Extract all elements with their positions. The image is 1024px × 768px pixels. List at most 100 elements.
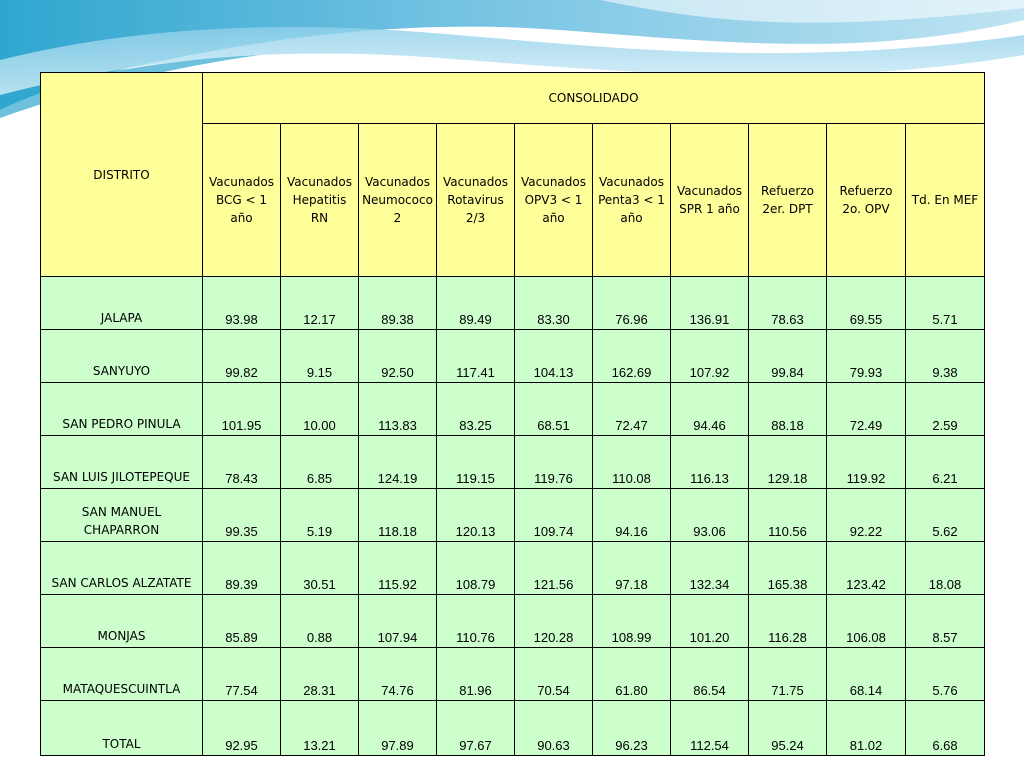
column-header: Vacunados OPV3 < 1 año (514, 123, 593, 277)
district-name-cell: MATAQUESCUINTLA (40, 647, 203, 701)
value-cell: 86.54 (670, 647, 749, 701)
value-cell: 108.79 (436, 541, 515, 595)
value-cell: 8.57 (904, 594, 986, 648)
value-cell: 107.94 (358, 594, 437, 648)
district-name-cell: SAN CARLOS ALZATATE (40, 541, 203, 595)
value-cell: 99.84 (748, 329, 827, 383)
value-cell: 107.92 (670, 329, 749, 383)
value-cell: 121.56 (514, 541, 593, 595)
district-name-cell: JALAPA (40, 276, 203, 330)
table-row: SANYUYO 99.82 9.15 92.50 117.41 104.13 162.69 1… (40, 329, 986, 383)
value-cell: 96.23 (592, 700, 671, 756)
value-cell: 109.74 (514, 488, 593, 542)
value-cell: 108.99 (592, 594, 671, 648)
value-cell: 68.14 (826, 647, 906, 701)
column-header: Refuerzo 2er. DPT (748, 123, 827, 277)
district-name-cell: TOTAL (40, 700, 203, 756)
table-body: JALAPA 93.98 12.17 89.38 89.49 83.30 76.96 136.… (40, 276, 986, 756)
value-cell: 104.13 (514, 329, 593, 383)
value-cell: 30.51 (280, 541, 359, 595)
value-cell: 69.55 (826, 276, 906, 330)
column-header: Vacunados Penta3 < 1 año (592, 123, 671, 277)
value-cell: 90.63 (514, 700, 593, 756)
value-cell: 9.38 (904, 329, 986, 383)
value-cell: 93.06 (670, 488, 749, 542)
value-cell: 162.69 (592, 329, 671, 383)
value-cell: 106.08 (826, 594, 906, 648)
value-cell: 13.21 (280, 700, 359, 756)
value-cell: 6.85 (280, 435, 359, 489)
value-cell: 72.47 (592, 382, 671, 436)
value-cell: 83.30 (514, 276, 593, 330)
value-cell: 74.76 (358, 647, 437, 701)
value-cell: 12.17 (280, 276, 359, 330)
value-cell: 120.13 (436, 488, 515, 542)
value-cell: 70.54 (514, 647, 593, 701)
value-cell: 79.93 (826, 329, 906, 383)
value-cell: 61.80 (592, 647, 671, 701)
value-cell: 117.41 (436, 329, 515, 383)
value-cell: 101.20 (670, 594, 749, 648)
value-cell: 5.62 (904, 488, 986, 542)
district-name-cell: MONJAS (40, 594, 203, 648)
value-cell: 136.91 (670, 276, 749, 330)
value-cell: 115.92 (358, 541, 437, 595)
value-cell: 119.15 (436, 435, 515, 489)
value-cell: 132.34 (670, 541, 749, 595)
value-cell: 0.88 (280, 594, 359, 648)
value-cell: 165.38 (748, 541, 827, 595)
table-row: MONJAS 85.89 0.88 107.94 110.76 120.28 108.99 1… (40, 594, 986, 648)
value-cell: 119.92 (826, 435, 906, 489)
value-cell: 119.76 (514, 435, 593, 489)
header-distrito: DISTRITO (40, 72, 203, 277)
table-row: SAN MANUEL CHAPARRON 99.35 5.19 118.18 120.1… (40, 488, 986, 542)
district-name-cell: SAN MANUEL CHAPARRON (40, 488, 203, 542)
value-cell: 88.18 (748, 382, 827, 436)
value-cell: 83.25 (436, 382, 515, 436)
value-cell: 113.83 (358, 382, 437, 436)
total-row: TOTAL 92.95 13.21 97.89 97.67 90.63 96.23 112.5… (40, 700, 986, 756)
district-name-cell: SAN PEDRO PINULA (40, 382, 203, 436)
value-cell: 68.51 (514, 382, 593, 436)
value-cell: 5.71 (904, 276, 986, 330)
column-header: Vacunados BCG < 1 año (202, 123, 281, 277)
value-cell: 81.96 (436, 647, 515, 701)
column-header: Vacunados Neumococo 2 (358, 123, 437, 277)
value-cell: 78.43 (202, 435, 281, 489)
table-row: SAN CARLOS ALZATATE 89.39 30.51 115.92 108.7… (40, 541, 986, 595)
value-cell: 94.16 (592, 488, 671, 542)
value-cell: 110.08 (592, 435, 671, 489)
table-row: MATAQUESCUINTLA 77.54 28.31 74.76 81.96 70.54… (40, 647, 986, 701)
value-cell: 97.67 (436, 700, 515, 756)
value-cell: 76.96 (592, 276, 671, 330)
value-cell: 116.28 (748, 594, 827, 648)
value-cell: 9.15 (280, 329, 359, 383)
table-row: SAN LUIS JILOTEPEQUE 78.43 6.85 124.19 119.1… (40, 435, 986, 489)
table-row: SAN PEDRO PINULA 101.95 10.00 113.83 83.25 68… (40, 382, 986, 436)
value-cell: 120.28 (514, 594, 593, 648)
column-header: Vacunados Rotavirus 2/3 (436, 123, 515, 277)
value-cell: 124.19 (358, 435, 437, 489)
value-cell: 77.54 (202, 647, 281, 701)
value-cell: 92.95 (202, 700, 281, 756)
value-cell: 2.59 (904, 382, 986, 436)
value-cell: 101.95 (202, 382, 281, 436)
value-cell: 94.46 (670, 382, 749, 436)
vaccination-table-container: DISTRITO CONSOLIDADO Vacunados BCG < 1 a… (40, 72, 986, 756)
value-cell: 18.08 (904, 541, 986, 595)
background-wave (0, 0, 1024, 118)
value-cell: 5.19 (280, 488, 359, 542)
value-cell: 93.98 (202, 276, 281, 330)
value-cell: 89.39 (202, 541, 281, 595)
value-cell: 112.54 (670, 700, 749, 756)
value-cell: 81.02 (826, 700, 906, 756)
value-cell: 95.24 (748, 700, 827, 756)
value-cell: 89.38 (358, 276, 437, 330)
value-cell: 92.22 (826, 488, 906, 542)
value-cell: 97.89 (358, 700, 437, 756)
value-cell: 99.35 (202, 488, 281, 542)
value-cell: 116.13 (670, 435, 749, 489)
value-cell: 72.49 (826, 382, 906, 436)
column-header: Vacunados SPR 1 año (670, 123, 749, 277)
value-cell: 97.18 (592, 541, 671, 595)
